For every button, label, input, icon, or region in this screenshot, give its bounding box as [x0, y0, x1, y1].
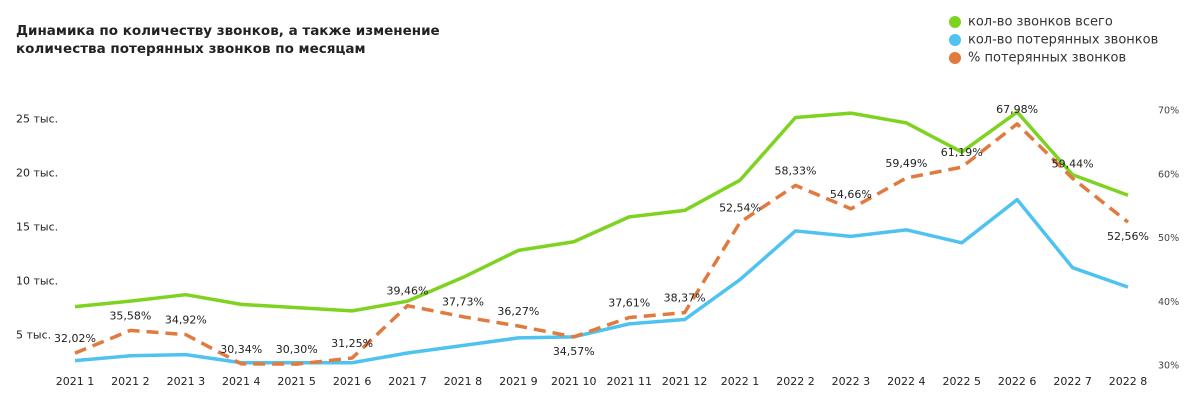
x-tick-label: 2021 4 — [222, 375, 261, 388]
y2-tick-label: 40% — [1158, 297, 1179, 308]
x-tick-label: 2021 2 — [111, 375, 150, 388]
x-tick-label: 2022 4 — [887, 375, 926, 388]
y-tick-label: 10 тыс. — [16, 275, 58, 288]
x-tick-label: 2021 8 — [444, 375, 483, 388]
data-label: 59,49% — [885, 157, 927, 170]
series-line — [74, 197, 1129, 365]
chart-title: Динамика по количеству звонков, а также … — [16, 23, 440, 57]
x-tick-label: 2022 3 — [832, 375, 871, 388]
data-label: 52,56% — [1107, 230, 1149, 243]
x-tick-label: 2021 3 — [167, 375, 206, 388]
y2-tick-label: 30% — [1158, 361, 1179, 372]
y2-tick-label: 70% — [1158, 106, 1179, 117]
data-label: 58,33% — [774, 164, 816, 177]
legend-marker — [949, 34, 961, 46]
x-tick-label: 2021 12 — [662, 375, 708, 388]
x-tick-label: 2021 7 — [388, 375, 427, 388]
series-line — [74, 122, 1130, 366]
data-label: 35,58% — [109, 309, 151, 322]
data-label: 30,34% — [220, 343, 262, 356]
data-label: 32,02% — [54, 332, 96, 345]
y-tick-label: 15 тыс. — [16, 221, 58, 234]
data-label: 59,44% — [1052, 157, 1094, 170]
data-label: 52,54% — [719, 201, 761, 214]
data-label: 39,46% — [387, 285, 429, 298]
x-tick-label: 2022 8 — [1109, 375, 1148, 388]
x-tick-label: 2021 5 — [277, 375, 316, 388]
legend-marker — [949, 52, 961, 64]
y2-tick-label: 60% — [1158, 169, 1179, 180]
x-tick-label: 2021 6 — [333, 375, 372, 388]
x-tick-label: 2022 2 — [776, 375, 815, 388]
x-tick-label: 2022 7 — [1053, 375, 1092, 388]
x-tick-label: 2021 10 — [551, 375, 597, 388]
legend-label: кол-во потерянных звонков — [968, 33, 1158, 48]
x-tick-label: 2022 1 — [721, 375, 760, 388]
legend-label: % потерянных звонков — [968, 51, 1126, 66]
x-tick-label: 2022 5 — [942, 375, 981, 388]
x-tick-label: 2021 1 — [56, 375, 95, 388]
data-label: 34,92% — [165, 314, 207, 327]
data-label: 30,30% — [276, 343, 318, 356]
data-label: 34,57% — [553, 345, 595, 358]
x-tick-label: 2022 6 — [998, 375, 1037, 388]
data-label: 61,19% — [941, 146, 983, 159]
data-label: 38,37% — [664, 292, 706, 305]
data-label: 67,98% — [996, 103, 1038, 116]
series-line — [74, 110, 1129, 313]
data-label: 31,25% — [331, 337, 373, 350]
legend-marker — [949, 16, 961, 28]
y-tick-label: 5 тыс. — [16, 329, 51, 342]
data-label: 37,61% — [608, 296, 650, 309]
y2-tick-label: 50% — [1158, 233, 1179, 244]
y-tick-label: 25 тыс. — [16, 113, 58, 126]
data-label: 36,27% — [497, 305, 539, 318]
data-label: 54,66% — [830, 188, 872, 201]
data-label: 37,73% — [442, 296, 484, 309]
y-tick-label: 20 тыс. — [16, 167, 58, 180]
x-tick-label: 2021 11 — [606, 375, 652, 388]
legend-label: кол-во звонков всего — [968, 15, 1113, 30]
x-tick-label: 2021 9 — [499, 375, 538, 388]
